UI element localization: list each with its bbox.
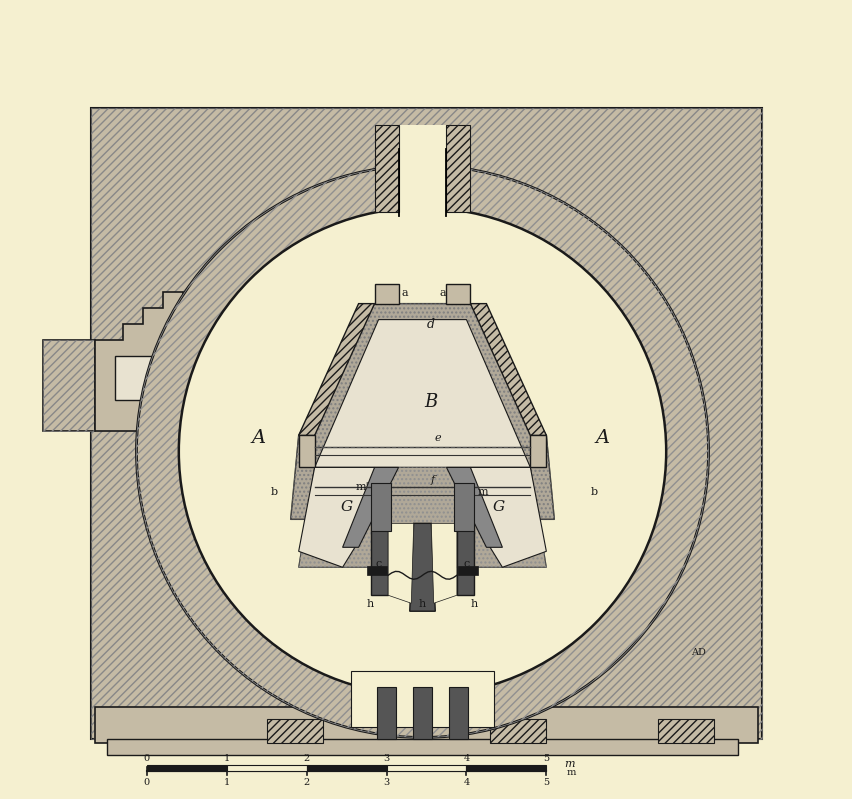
Bar [658,719,713,743]
Text: G: G [492,500,504,515]
Text: A: A [251,429,266,447]
Polygon shape [298,435,314,467]
Text: m: m [476,487,487,498]
Text: c: c [463,559,469,570]
Polygon shape [431,523,457,603]
Text: 0: 0 [144,754,150,764]
Text: 5: 5 [543,754,549,764]
Bar [466,765,546,771]
Text: 5: 5 [543,778,549,788]
Circle shape [179,208,665,695]
Polygon shape [314,320,530,467]
Text: 1: 1 [223,754,229,764]
Polygon shape [470,304,546,435]
Bar [147,765,227,771]
Polygon shape [298,304,374,435]
Text: h: h [470,599,477,610]
Bar [377,687,395,739]
Text: 1: 1 [223,778,229,788]
Polygon shape [343,467,398,547]
Bar [386,765,466,771]
Bar [115,356,158,400]
Text: e: e [434,433,440,443]
Polygon shape [470,467,546,567]
Text: 3: 3 [383,754,389,764]
Bar [267,719,322,743]
Bar [106,739,737,755]
Bar [412,687,432,739]
Polygon shape [298,467,546,567]
Text: A: A [595,429,608,447]
Text: 3: 3 [383,778,389,788]
Text: AD: AD [690,648,705,658]
Polygon shape [454,483,474,531]
Bar [95,707,757,743]
Bar [448,687,468,739]
Text: h: h [366,599,374,610]
Polygon shape [457,523,474,595]
Bar [446,125,470,212]
Text: a: a [401,288,408,298]
Text: b: b [271,487,278,498]
Text: c: c [375,559,381,570]
Bar [490,719,546,743]
Polygon shape [95,292,199,431]
Text: b: b [590,487,597,498]
Bar [91,108,761,739]
Text: 4: 4 [463,778,469,788]
Polygon shape [298,467,374,567]
Polygon shape [388,523,413,603]
Text: h: h [418,599,426,610]
Polygon shape [409,523,435,611]
Polygon shape [291,304,554,519]
Bar [227,765,306,771]
Polygon shape [446,467,502,547]
Polygon shape [370,483,390,531]
Bar [91,108,761,739]
Text: m: m [563,759,573,769]
Bar [43,340,95,431]
Bar [43,340,95,431]
Polygon shape [446,284,470,304]
Text: B: B [423,393,436,411]
Text: m: m [566,768,575,777]
Bar [366,566,386,575]
Bar [458,566,478,575]
Text: d: d [426,317,434,331]
Text: m': m' [355,482,369,492]
Text: a: a [439,288,446,298]
Text: 4: 4 [463,754,469,764]
Text: 2: 2 [303,778,309,788]
Bar [374,125,398,212]
Polygon shape [374,284,398,304]
Text: f: f [430,475,435,486]
Text: G: G [340,500,352,515]
Text: 0: 0 [144,778,150,788]
Bar [398,125,446,212]
Bar [350,671,494,727]
Polygon shape [530,435,546,467]
Text: 2: 2 [303,754,309,764]
Polygon shape [370,523,388,595]
Bar [306,765,386,771]
Circle shape [136,165,708,737]
